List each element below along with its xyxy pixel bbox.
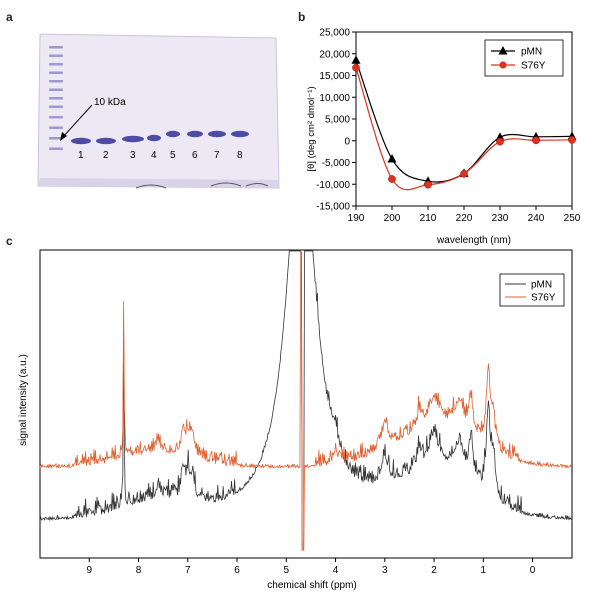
cd-x-tick-label: 220 xyxy=(456,213,473,224)
gel-band-lane-2 xyxy=(96,137,116,145)
cd-legend-box xyxy=(484,39,564,77)
lane-label: 3 xyxy=(130,150,136,161)
nmr-chart: 9 8 7 6 5 4 3 2 1 0 chemical shift (ppm) signal int… xyxy=(18,249,573,591)
cd-legend-label: pMN xyxy=(521,47,542,58)
nmr-x-tick-label: 0 xyxy=(530,565,536,576)
ladder-band xyxy=(49,71,63,74)
nmr-trace-pMN xyxy=(39,250,573,551)
cd-legend-label: S76Y xyxy=(521,61,546,72)
nmr-legend-label: pMN xyxy=(531,280,552,291)
cd-x-tick-label: 210 xyxy=(420,213,437,224)
nmr-x-tick-label: 2 xyxy=(431,565,437,576)
ladder-band xyxy=(49,54,63,57)
ladder-band xyxy=(49,97,63,100)
nmr-x-tick-label: 4 xyxy=(333,565,339,576)
gel-band-lane-7 xyxy=(208,130,226,138)
ladder-band xyxy=(49,137,63,140)
nmr-plot-frame xyxy=(39,249,573,559)
cd-point-S76Y xyxy=(568,136,576,144)
cd-point-S76Y xyxy=(424,180,432,189)
marker-arrow-line xyxy=(61,104,93,139)
gel-band-lane-8 xyxy=(231,130,249,138)
nmr-x-tick-label: 1 xyxy=(481,565,487,576)
cd-point-S76Y xyxy=(532,136,540,145)
lane-label: 1 xyxy=(78,150,84,161)
cd-point-pMN xyxy=(387,154,397,163)
cd-y-tick-label: 15,000 xyxy=(319,71,350,82)
lane-label: 5 xyxy=(170,150,176,161)
cd-point-S76Y xyxy=(460,169,468,178)
cd-y-axis-label: [θ] (deg cm² dmol⁻¹) xyxy=(306,86,317,171)
ladder-band xyxy=(49,63,63,66)
nmr-legend-label: S76Y xyxy=(531,293,556,304)
panel-c-letter: c xyxy=(6,234,13,248)
panel-b-letter: b xyxy=(298,10,306,24)
panel-a-letter: a xyxy=(6,10,13,24)
marker-ladder xyxy=(49,46,63,150)
nmr-x-tick-label: 8 xyxy=(136,565,142,576)
gel-image: 10 kDa 1 2 3 4 5 6 7 8 xyxy=(37,33,280,189)
ladder-band xyxy=(49,80,63,83)
cd-chart: -15,000 -10,000 -5,000 0 5,000 10,000 15,000 20… xyxy=(306,28,581,247)
gel-bands xyxy=(71,130,249,145)
gel-band-lane-6 xyxy=(187,130,203,138)
cd-line-pMN xyxy=(355,60,573,183)
ladder-band xyxy=(49,46,63,49)
gel-band-lane-5 xyxy=(166,130,180,138)
marker-arrow-icon xyxy=(60,132,67,141)
nmr-x-axis-label: chemical shift (ppm) xyxy=(267,580,356,591)
ladder-band xyxy=(49,147,63,150)
marker-label: 10 kDa xyxy=(94,97,126,108)
nmr-x-tick-label: 7 xyxy=(185,565,191,576)
nmr-x-tick-label: 3 xyxy=(382,565,388,576)
gel-band-lane-4 xyxy=(147,134,161,142)
cd-point-pMN xyxy=(351,55,361,64)
ladder-band xyxy=(49,88,63,91)
lane-label: 6 xyxy=(192,150,198,161)
cd-y-tick-label: -15,000 xyxy=(316,202,350,213)
gel-band-lane-3 xyxy=(122,135,144,143)
cd-legend-marker xyxy=(498,46,508,55)
ladder-band xyxy=(49,105,63,108)
gel-band-lane-1 xyxy=(71,137,91,145)
cd-y-tick-label: -10,000 xyxy=(316,180,350,191)
nmr-trace-S76Y xyxy=(39,251,573,551)
cd-y-tick-label: 10,000 xyxy=(319,93,350,104)
cd-y-tick-label: 25,000 xyxy=(319,28,350,39)
nmr-x-tick-label: 6 xyxy=(234,565,240,576)
ladder-band xyxy=(49,116,63,119)
cd-point-S76Y xyxy=(352,63,360,72)
lane-label: 2 xyxy=(103,150,109,161)
cd-y-tick-label: 0 xyxy=(344,136,350,147)
cd-x-tick-label: 190 xyxy=(348,213,365,224)
lane-label: 8 xyxy=(237,150,243,161)
ladder-band xyxy=(49,126,63,129)
nmr-x-tick-label: 5 xyxy=(284,565,290,576)
lane-label: 4 xyxy=(151,150,157,161)
cd-x-axis-label: wavelength (nm) xyxy=(436,235,511,246)
nmr-y-axis-label: signal intensity (a.u.) xyxy=(18,354,29,446)
cd-x-tick-label: 240 xyxy=(528,213,545,224)
cd-y-tick-label: 20,000 xyxy=(319,49,350,60)
nmr-legend-box xyxy=(499,273,565,307)
nmr-x-tick-label: 9 xyxy=(86,565,92,576)
cd-y-tick-label: -5,000 xyxy=(322,158,351,169)
cd-legend-marker xyxy=(499,61,507,69)
cd-y-tick-label: 5,000 xyxy=(325,115,350,126)
cd-point-S76Y xyxy=(388,175,396,183)
cd-x-tick-label: 200 xyxy=(384,213,401,224)
cd-x-tick-label: 230 xyxy=(492,213,509,224)
cd-x-tick-label: 250 xyxy=(564,213,581,224)
lane-label: 7 xyxy=(214,150,220,161)
cd-point-S76Y xyxy=(496,137,504,146)
